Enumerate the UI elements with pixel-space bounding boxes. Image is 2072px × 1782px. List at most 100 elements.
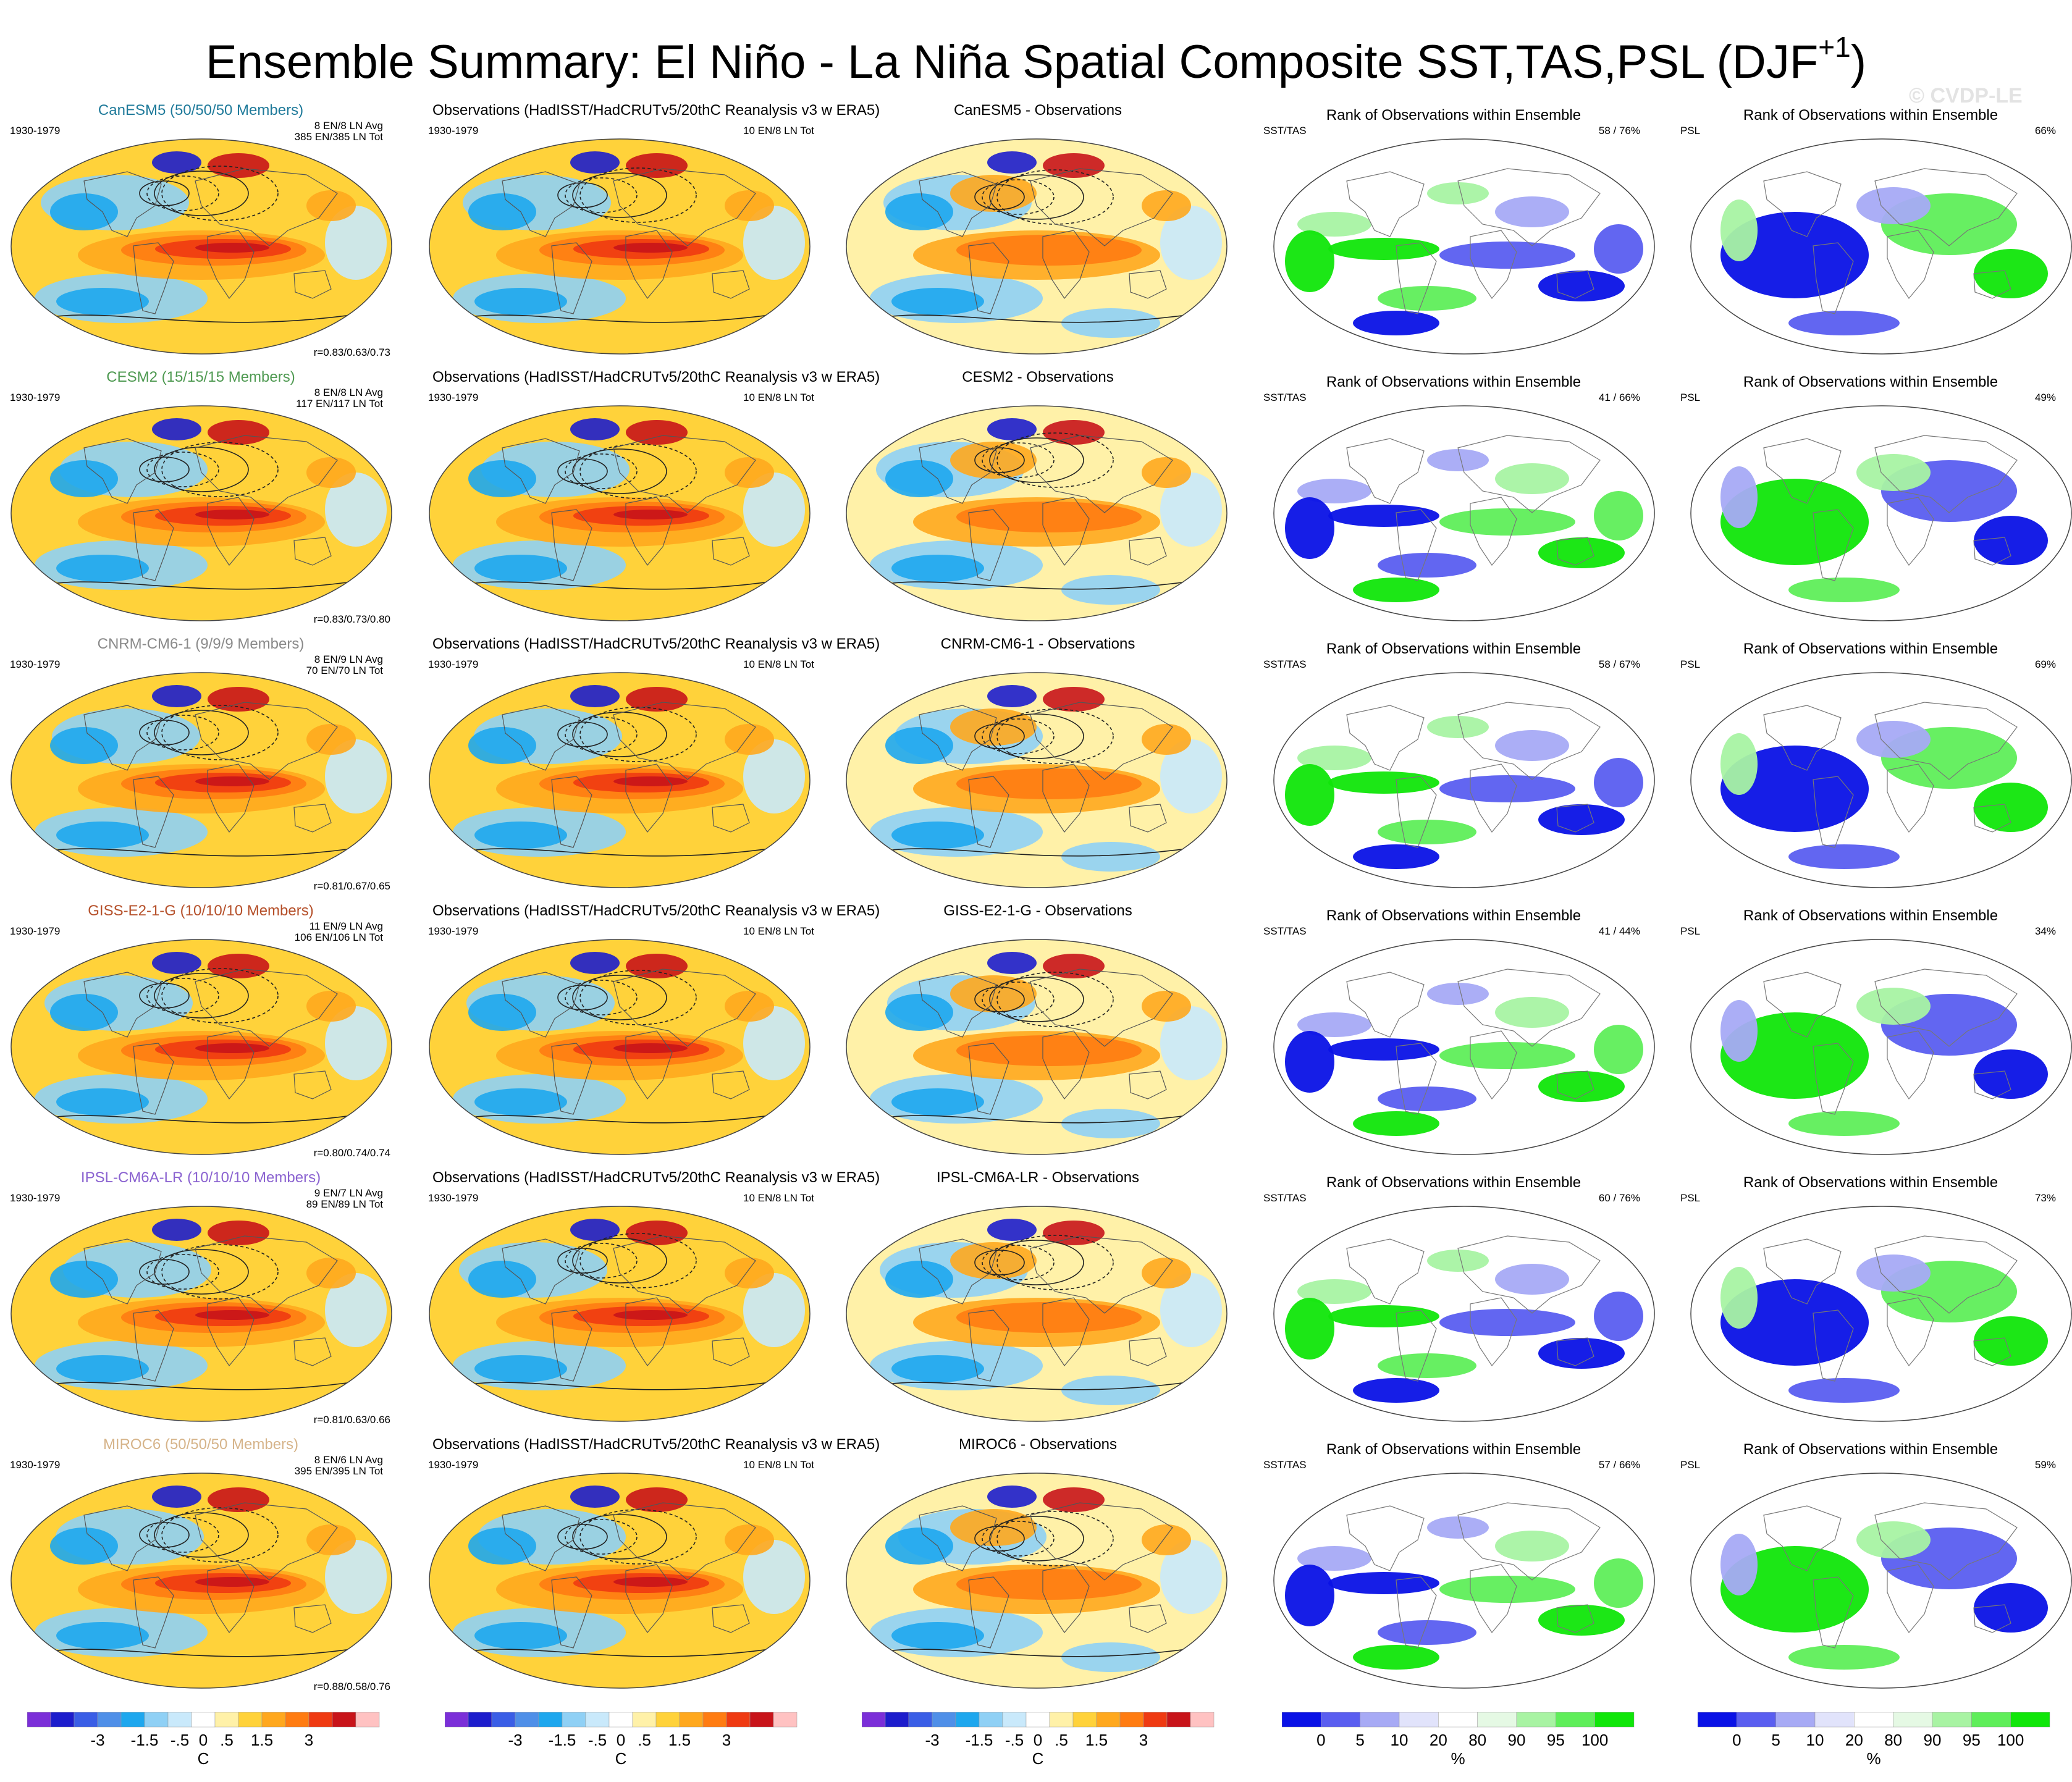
rank-psl-map bbox=[1690, 939, 2072, 1155]
model-title: CanESM5 (50/50/50 Members) bbox=[98, 102, 304, 119]
rank-sst-map bbox=[1273, 1206, 1655, 1422]
colorbar-swatch bbox=[491, 1712, 516, 1728]
colorbar-tick: 10 bbox=[1391, 1731, 1409, 1749]
model-minus-obs-map bbox=[846, 1473, 1228, 1689]
colorbar-swatch bbox=[1399, 1712, 1439, 1728]
rank-psl-label: PSL bbox=[1680, 392, 1701, 403]
obs-period: 1930-1979 bbox=[428, 658, 479, 670]
colorbar-tick: -.5 bbox=[1005, 1731, 1024, 1749]
colorbar-unit: C bbox=[615, 1749, 627, 1768]
difference-title: CanESM5 - Observations bbox=[953, 102, 1122, 119]
model-minus-obs-map bbox=[846, 672, 1228, 888]
colorbar-swatch bbox=[908, 1712, 933, 1728]
obs-stats: 10 EN/8 LN Tot bbox=[743, 658, 814, 670]
colorbar-swatch bbox=[885, 1712, 909, 1728]
colorbar-tick: 95 bbox=[1547, 1731, 1565, 1749]
colorbar-swatch bbox=[1438, 1712, 1478, 1728]
colorbar-swatch bbox=[1814, 1712, 1855, 1728]
colorbar-tick: .5 bbox=[1055, 1731, 1068, 1749]
observed-composite-map bbox=[429, 672, 811, 888]
colorbar-swatch bbox=[1049, 1712, 1074, 1728]
colorbar-swatch bbox=[261, 1712, 286, 1728]
rank-sst-percent: 41 / 44% bbox=[1598, 925, 1640, 937]
obs-title: Observations (HadISST/HadCRUTv5/20thC Re… bbox=[432, 1436, 880, 1453]
model-composite-map bbox=[11, 939, 392, 1155]
colorbar-tick: 0 bbox=[1034, 1731, 1042, 1749]
rank-sst-label: SST/TAS bbox=[1263, 125, 1307, 137]
watermark: © CVDP-LE bbox=[1909, 84, 2023, 107]
colorbar-swatch bbox=[932, 1712, 956, 1728]
colorbar-swatch bbox=[1166, 1712, 1191, 1728]
rank-psl-percent: 49% bbox=[2034, 392, 2056, 403]
rank-title-psl: Rank of Observations within Ensemble bbox=[1743, 374, 1998, 390]
colorbar-swatch bbox=[562, 1712, 586, 1728]
obs-title: Observations (HadISST/HadCRUTv5/20thC Re… bbox=[432, 369, 880, 385]
obs-stats: 10 EN/8 LN Tot bbox=[743, 1192, 814, 1204]
rank-psl-label: PSL bbox=[1680, 125, 1701, 137]
model-title: GISS-E2-1-G (10/10/10 Members) bbox=[88, 902, 314, 919]
colorbar-tick: .5 bbox=[220, 1731, 234, 1749]
colorbar-tick: -3 bbox=[508, 1731, 522, 1749]
period-label: 1930-1979 bbox=[10, 658, 61, 670]
colorbar-swatch bbox=[238, 1712, 263, 1728]
colorbar-unit: % bbox=[1451, 1749, 1465, 1768]
colorbar-swatch bbox=[862, 1712, 886, 1728]
colorbar-tick: -1.5 bbox=[549, 1731, 576, 1749]
difference-title: IPSL-CM6A-LR - Observations bbox=[936, 1169, 1140, 1186]
colorbar-swatch bbox=[1893, 1712, 1933, 1728]
ensemble-total-stats: 70 EN/70 LN Tot bbox=[306, 665, 383, 676]
colorbar-swatch bbox=[1775, 1712, 1816, 1728]
colorbar-swatch bbox=[191, 1712, 216, 1728]
rank-title-sst: Rank of Observations within Ensemble bbox=[1326, 107, 1581, 124]
pattern-correlation: r=0.80/0.74/0.74 bbox=[313, 1147, 390, 1159]
model-composite-map bbox=[11, 1473, 392, 1689]
colorbar-swatch bbox=[74, 1712, 98, 1728]
obs-period: 1930-1979 bbox=[428, 1192, 479, 1204]
ensemble-total-stats: 117 EN/117 LN Tot bbox=[296, 398, 383, 410]
rank-psl-map bbox=[1690, 1206, 2072, 1422]
colorbar-swatch bbox=[538, 1712, 563, 1728]
model-minus-obs-map bbox=[846, 138, 1228, 355]
colorbar-tick: 0 bbox=[1316, 1731, 1325, 1749]
rank-psl-map bbox=[1690, 138, 2072, 355]
colorbar-tick: 95 bbox=[1963, 1731, 1981, 1749]
observed-composite-map bbox=[429, 138, 811, 355]
colorbar-swatch bbox=[585, 1712, 610, 1728]
rank-title-psl: Rank of Observations within Ensemble bbox=[1743, 907, 1998, 924]
rank-psl-percent: 69% bbox=[2034, 658, 2056, 670]
ensemble-avg-stats: 8 EN/9 LN Avg bbox=[314, 654, 383, 665]
colorbar-swatch bbox=[1321, 1712, 1360, 1728]
colorbar-tick: 0 bbox=[617, 1731, 625, 1749]
period-label: 1930-1979 bbox=[10, 1459, 61, 1471]
difference-title: CESM2 - Observations bbox=[962, 369, 1114, 385]
colorbar-tick: 80 bbox=[1884, 1731, 1902, 1749]
colorbar-swatch bbox=[120, 1712, 145, 1728]
colorbar-tick: 100 bbox=[1581, 1731, 1608, 1749]
colorbar-swatch bbox=[679, 1712, 704, 1728]
rank-title-psl: Rank of Observations within Ensemble bbox=[1743, 1441, 1998, 1458]
colorbar-swatch bbox=[97, 1712, 122, 1728]
colorbar-tick: 5 bbox=[1355, 1731, 1364, 1749]
colorbar-swatch bbox=[1002, 1712, 1027, 1728]
pattern-correlation: r=0.88/0.58/0.76 bbox=[313, 1681, 390, 1692]
colorbar-swatch bbox=[445, 1712, 469, 1728]
colorbar-tick: 20 bbox=[1430, 1731, 1447, 1749]
obs-stats: 10 EN/8 LN Tot bbox=[743, 125, 814, 137]
colorbar-unit: C bbox=[198, 1749, 209, 1768]
obs-title: Observations (HadISST/HadCRUTv5/20thC Re… bbox=[432, 102, 880, 119]
obs-period: 1930-1979 bbox=[428, 392, 479, 403]
obs-stats: 10 EN/8 LN Tot bbox=[743, 392, 814, 403]
colorbar-swatch bbox=[726, 1712, 751, 1728]
colorbar-swatch bbox=[1698, 1712, 1737, 1728]
colorbar-swatch bbox=[1143, 1712, 1168, 1728]
colorbar-tick: 100 bbox=[1997, 1731, 2024, 1749]
colorbar-temperature: -3 -1.5 -.5 0 .5 1.5 3 C bbox=[862, 1712, 1215, 1768]
colorbar-tick: -.5 bbox=[588, 1731, 607, 1749]
colorbar-swatch bbox=[773, 1712, 798, 1728]
ensemble-avg-stats: 8 EN/8 LN Avg bbox=[314, 387, 383, 398]
colorbar-swatch bbox=[1119, 1712, 1144, 1728]
colorbar-swatch bbox=[1556, 1712, 1595, 1728]
colorbar-swatch bbox=[285, 1712, 310, 1728]
obs-title: Observations (HadISST/HadCRUTv5/20thC Re… bbox=[432, 1169, 880, 1186]
difference-title: CNRM-CM6-1 - Observations bbox=[940, 636, 1135, 652]
